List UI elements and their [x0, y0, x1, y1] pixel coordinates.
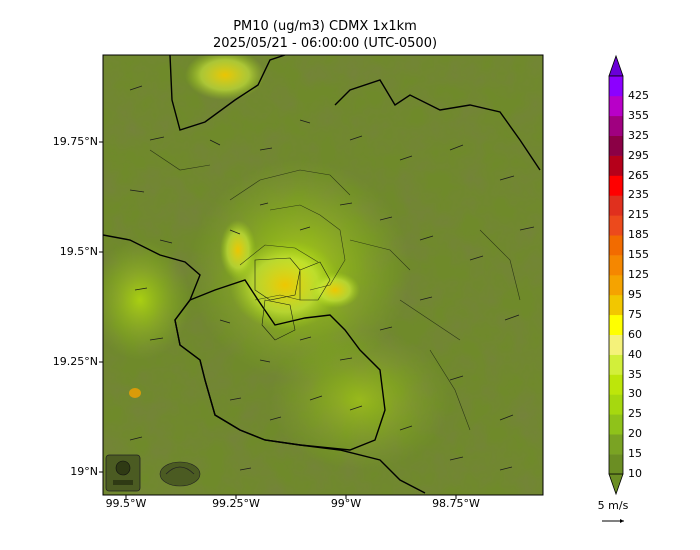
colorbar-tick-label: 20 [628, 427, 642, 441]
colorbar-tick-label: 295 [628, 148, 649, 162]
colorbar-segment [609, 255, 623, 276]
pm10-field-south [270, 330, 450, 470]
y-tick-label: 19.5°N [59, 245, 98, 258]
colorbar-segment [609, 394, 623, 415]
colorbar-segment [609, 135, 623, 156]
colorbar-tick-label: 185 [628, 228, 649, 242]
colorbar-tick-label: 215 [628, 208, 649, 222]
pm10-field-north [185, 55, 265, 100]
x-tick-label: 99.5°W [105, 497, 147, 510]
colorbar-segment [609, 414, 623, 435]
colorbar-segment [609, 95, 623, 117]
municipal-borders [149, 149, 521, 431]
x-tick-label: 99.25°W [212, 497, 260, 510]
colorbar-segment [609, 76, 623, 97]
colorbar-segment [609, 334, 623, 355]
colorbar-tick-label: 355 [628, 108, 649, 122]
colorbar-segment [609, 235, 623, 256]
colorbar [608, 54, 624, 496]
city-districts [254, 257, 331, 341]
colorbar-under-arrow [608, 473, 624, 496]
colorbar-tick-label: 30 [628, 387, 642, 401]
colorbar-tick-label: 60 [628, 327, 642, 341]
colorbar-segment [609, 454, 623, 475]
colorbar-tick-label: 425 [628, 88, 649, 102]
map-title: PM10 (ug/m3) CDMX 1x1km [233, 19, 417, 34]
colorbar-tick-label: 40 [628, 347, 642, 361]
colorbar-segment [609, 374, 623, 395]
pm10-field-northwest-core [220, 220, 256, 280]
colorbar-segment [609, 195, 623, 216]
map-frame [102, 54, 544, 496]
pm10-field-west [103, 240, 190, 360]
colorbar-tick-label: 10 [628, 467, 642, 480]
axis-ticks [99, 141, 457, 499]
colorbar-segment [609, 314, 623, 335]
map-subtitle: 2025/05/21 - 06:00:00 (UTC-0500) [212, 36, 438, 51]
colorbar-segment [609, 155, 623, 176]
colorbar-tick-label: 35 [628, 367, 642, 381]
colorbar-segment [609, 434, 623, 455]
x-tick-label: 99°W [330, 497, 362, 510]
wind-reference-label: 5 m/s [597, 499, 629, 512]
cdmx-border [174, 279, 386, 451]
colorbar-tick-label: 325 [628, 128, 649, 142]
colorbar-tick-label: 15 [628, 447, 642, 461]
y-tick-label: 19.75°N [52, 135, 98, 148]
colorbar-segment [609, 175, 623, 196]
x-tick-label: 98.75°W [432, 497, 480, 510]
colorbar-tick-label: 155 [628, 248, 649, 262]
sedema-logo [105, 454, 141, 492]
colorbar-segment [609, 354, 623, 375]
y-tick-label: 19°N [70, 465, 98, 478]
colorbar-segment [609, 275, 623, 296]
colorbar-tick-label: 95 [628, 287, 642, 301]
wind-reference-arrow [602, 519, 624, 523]
y-tick-label: 19.25°N [52, 355, 98, 368]
pm10-field-core [230, 240, 340, 330]
colorbar-segment [609, 115, 623, 136]
map-plot-area [103, 55, 543, 495]
colorbar-over-arrow [608, 54, 624, 77]
colorbar-tick-label: 265 [628, 168, 649, 182]
colorbar-tick-label: 25 [628, 407, 642, 421]
pm10-hotspot-sw [129, 388, 141, 398]
colorbar-tick-label: 235 [628, 188, 649, 202]
colorbar-segment [609, 215, 623, 236]
wind-arrows [129, 85, 535, 471]
colorbar-frame [608, 75, 624, 475]
colorbar-tick-label: 75 [628, 307, 642, 321]
colorbar-tick-label: 125 [628, 268, 649, 281]
cdmx-logo [159, 461, 201, 487]
colorbar-segment [609, 294, 623, 316]
pm10-field-east-core [310, 272, 360, 308]
